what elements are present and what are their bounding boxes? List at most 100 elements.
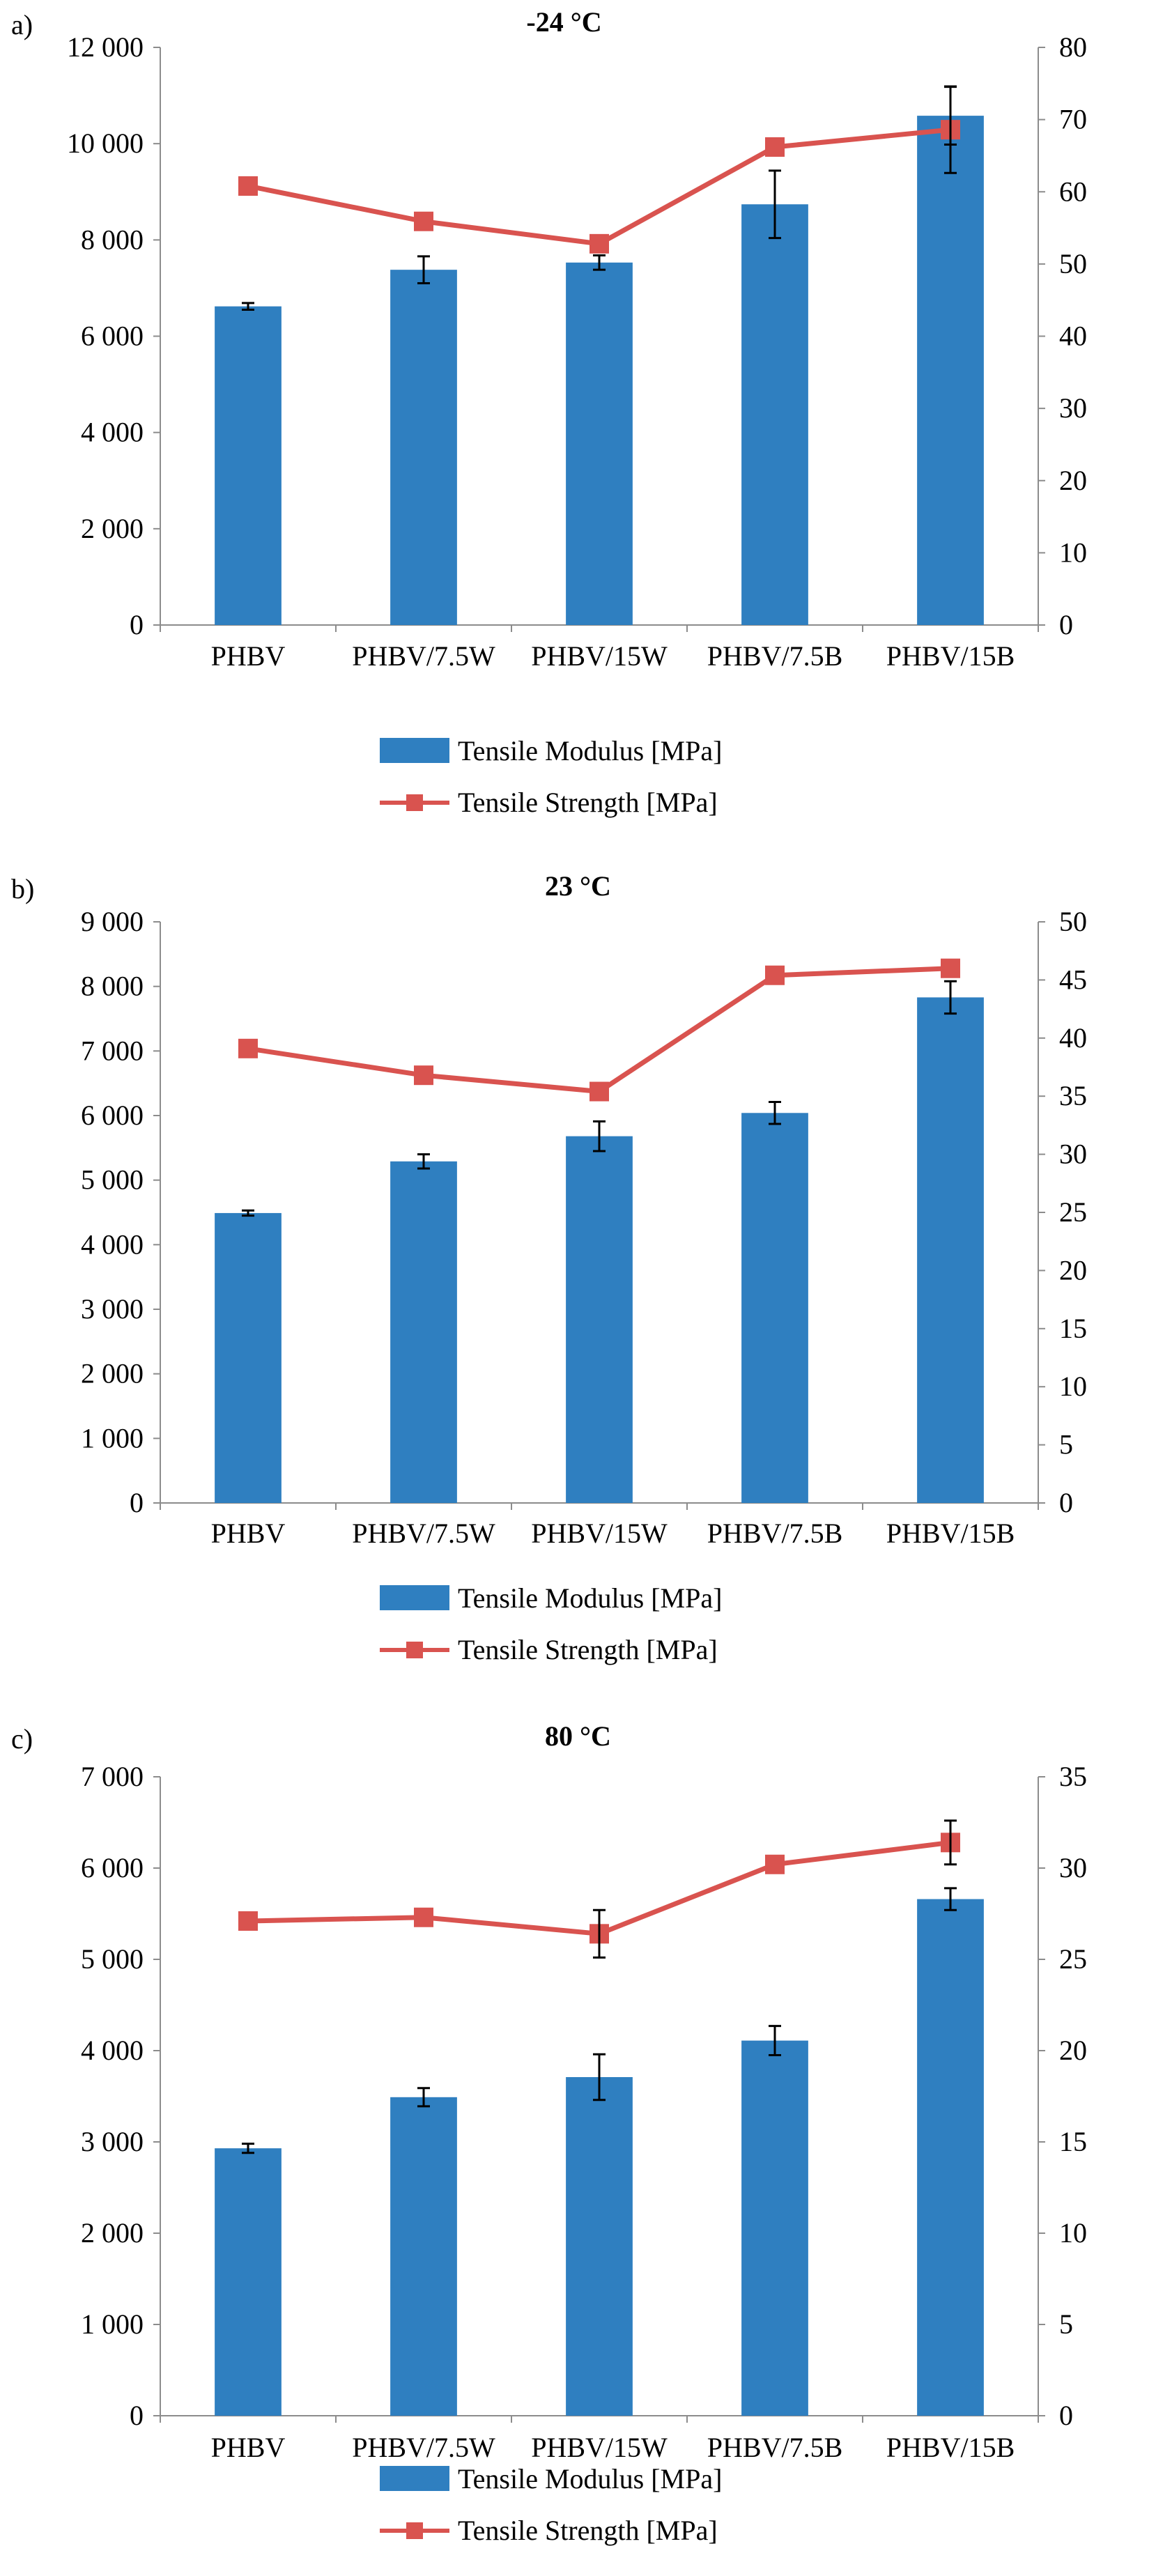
legend-item-modulus: Tensile Modulus [MPa]	[380, 725, 722, 776]
line-tensile-strength	[247, 127, 951, 247]
chart-plot: 0 1 000 2 000 3 000 4 000 5 000 6 000 7 000 8 00…	[81, 906, 1087, 1549]
legend-item-strength: Tensile Strength [MPa]	[380, 776, 722, 828]
legend-swatch-line	[380, 2517, 449, 2543]
y-tick-label-left: 3 000	[81, 1293, 144, 1325]
y-tick-label-left: 2 000	[81, 1358, 144, 1389]
point-tensile-strength	[589, 233, 609, 254]
x-tick-label: PHBV/15W	[531, 1518, 668, 1549]
chart-panel-b: b) 23 °C 0 1 000 2 000 3 000 4 000 5 000 6 000…	[0, 864, 1156, 1700]
y-tick-label-right: 30	[1059, 392, 1087, 424]
y-tick-label-right: 10	[1059, 537, 1087, 568]
chart-panel-c: c) 80 °C 0 1 000 2 000 3 000 4 000 5 000 6 000…	[0, 1714, 1156, 2576]
y-tick-label-right: 5	[1059, 2308, 1073, 2340]
x-tick-label: PHBV/15W	[531, 640, 668, 672]
bar-tensile-modulus	[566, 1136, 633, 1503]
point-tensile-strength	[414, 1907, 433, 1927]
y-tick-label-left: 1 000	[81, 2308, 144, 2340]
x-tick-label: PHBV/15W	[531, 2432, 668, 2463]
y-tick-label-right: 35	[1059, 1080, 1087, 1111]
y-tick-label-left: 8 000	[81, 224, 144, 255]
y-tick-label-left: 4 000	[81, 2035, 144, 2066]
x-tick-label: PHBV/15B	[886, 2432, 1015, 2463]
y-tick-label-right: 20	[1059, 1254, 1087, 1286]
legend-label-modulus: Tensile Modulus [MPa]	[458, 734, 723, 766]
point-tensile-strength	[238, 176, 258, 196]
bar-tensile-modulus	[390, 2097, 457, 2416]
y-tick-label-left: 10 000	[67, 128, 144, 159]
y-tick-label-left: 4 000	[81, 1228, 144, 1260]
x-tick-label: PHBV/7.5B	[707, 2432, 843, 2463]
bar-tensile-modulus	[917, 997, 984, 1503]
y-tick-label-left: 0	[130, 1487, 144, 1518]
legend-label-strength: Tensile Strength [MPa]	[458, 2514, 718, 2546]
y-tick-label-left: 2 000	[81, 513, 144, 544]
y-tick-label-right: 0	[1059, 1487, 1073, 1518]
y-tick-label-right: 0	[1059, 2400, 1073, 2431]
y-tick-label-left: 5 000	[81, 1164, 144, 1196]
legend-swatch-line	[380, 1637, 449, 1662]
y-tick-label-left: 6 000	[81, 321, 144, 352]
point-tensile-strength	[238, 1038, 258, 1058]
x-tick-label: PHBV	[211, 640, 286, 672]
y-tick-label-right: 45	[1059, 964, 1087, 995]
y-tick-label-right: 5	[1059, 1429, 1073, 1460]
x-tick-label: PHBV/7.5B	[707, 1518, 843, 1549]
x-tick-label: PHBV	[211, 1518, 286, 1549]
y-tick-label-left: 8 000	[81, 971, 144, 1002]
legend-label-modulus: Tensile Modulus [MPa]	[458, 2462, 723, 2494]
y-tick-label-right: 30	[1059, 1139, 1087, 1170]
legend-label-strength: Tensile Strength [MPa]	[458, 1633, 718, 1665]
chart-title: 80 °C	[545, 1720, 611, 1752]
point-tensile-strength	[589, 1081, 609, 1102]
y-tick-label-left: 5 000	[81, 1943, 144, 1975]
y-tick-label-right: 10	[1059, 2217, 1087, 2249]
y-tick-label-right: 0	[1059, 609, 1073, 640]
legend: Tensile Modulus [MPa] Tensile Strength […	[380, 725, 722, 828]
bar-tensile-modulus	[215, 306, 282, 625]
bar-tensile-modulus	[917, 116, 984, 625]
legend-swatch-bar	[380, 738, 449, 763]
legend: Tensile Modulus [MPa] Tensile Strength […	[380, 1572, 722, 1675]
y-tick-label-right: 35	[1059, 1761, 1087, 1792]
x-tick-label: PHBV/7.5W	[352, 2432, 495, 2463]
x-tick-label: PHBV/7.5W	[352, 640, 495, 672]
y-tick-label-right: 15	[1059, 2126, 1087, 2157]
y-tick-label-right: 70	[1059, 104, 1087, 135]
bar-tensile-modulus	[917, 1899, 984, 2416]
y-tick-label-left: 2 000	[81, 2217, 144, 2249]
chart-title: -24 °C	[526, 6, 602, 38]
legend: Tensile Modulus [MPa] Tensile Strength […	[380, 2453, 722, 2556]
y-tick-label-left: 0	[130, 2400, 144, 2431]
point-tensile-strength	[941, 958, 960, 978]
y-tick-label-left: 12 000	[67, 31, 144, 63]
legend-label-modulus: Tensile Modulus [MPa]	[458, 1582, 723, 1614]
point-tensile-strength	[765, 1854, 785, 1874]
y-tick-label-left: 9 000	[81, 906, 144, 937]
y-tick-label-left: 3 000	[81, 2126, 144, 2157]
bar-tensile-modulus	[741, 1113, 808, 1503]
x-tick-label: PHBV	[211, 2432, 286, 2463]
y-tick-label-right: 15	[1059, 1313, 1087, 1344]
bar-tensile-modulus	[741, 2040, 808, 2416]
y-tick-label-left: 6 000	[81, 1100, 144, 1131]
y-tick-label-left: 1 000	[81, 1422, 144, 1453]
y-tick-label-right: 40	[1059, 321, 1087, 352]
legend-item-strength: Tensile Strength [MPa]	[380, 2504, 722, 2556]
legend-label-strength: Tensile Strength [MPa]	[458, 786, 718, 818]
panel-label: a)	[11, 9, 33, 40]
y-tick-label-right: 25	[1059, 1196, 1087, 1228]
x-tick-label: PHBV/7.5W	[352, 1518, 495, 1549]
y-tick-label-right: 25	[1059, 1943, 1087, 1975]
y-tick-label-left: 7 000	[81, 1035, 144, 1066]
point-tensile-strength	[414, 211, 433, 231]
bar-tensile-modulus	[566, 2076, 633, 2416]
legend-swatch-bar	[380, 2466, 449, 2491]
x-tick-label: PHBV/7.5B	[707, 640, 843, 672]
panel-label: b)	[11, 873, 35, 904]
point-tensile-strength	[765, 965, 785, 985]
bar-tensile-modulus	[215, 2148, 282, 2416]
bar-tensile-modulus	[566, 262, 633, 625]
legend-swatch-line	[380, 789, 449, 815]
y-tick-label-right: 80	[1059, 31, 1087, 63]
y-tick-label-right: 30	[1059, 1852, 1087, 1883]
